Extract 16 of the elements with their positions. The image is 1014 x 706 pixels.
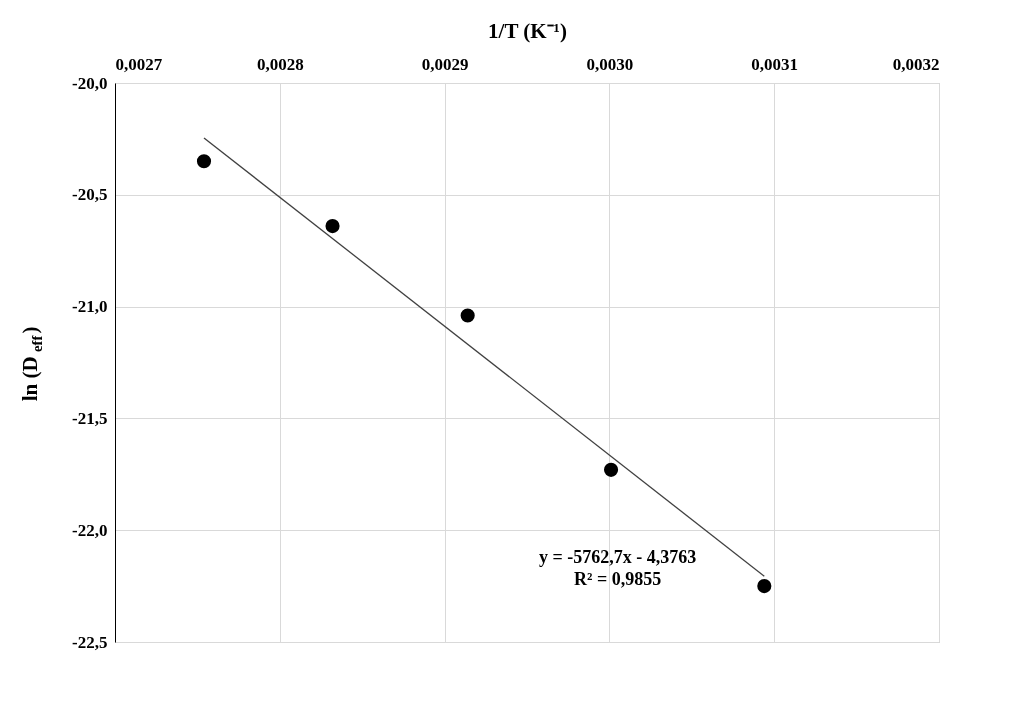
y-tick-label: -22,5 [72,632,108,652]
x-tick-label: 0,0027 [115,54,163,74]
x-tick-label: 0,0028 [256,54,304,74]
x-tick-label: 0,0030 [586,54,634,74]
x-axis-title: 1/T (K⁻¹) [488,18,567,43]
y-tick-label: -21,5 [72,408,108,428]
x-tick-label: 0,0029 [421,54,469,74]
x-tick-label: 0,0031 [751,54,799,74]
y-tick-label: -21,0 [72,297,108,317]
annotation: R² = 0,9855 [574,569,662,590]
y-tick-label: -20,5 [72,185,108,205]
y-axis-title: ln (Deff) [18,326,45,402]
annotation: y = -5762,7x - 4,3763 [539,547,697,568]
x-tick-label: 0,0032 [892,54,940,74]
y-tick-label: -20,0 [72,73,108,93]
y-tick-label: -22,0 [72,520,108,540]
